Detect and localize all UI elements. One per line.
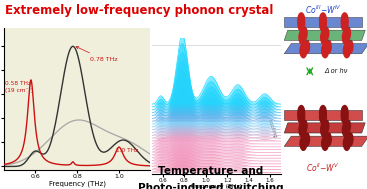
Circle shape xyxy=(322,136,328,150)
Polygon shape xyxy=(284,123,365,133)
Circle shape xyxy=(342,30,349,44)
Circle shape xyxy=(324,40,331,54)
Polygon shape xyxy=(284,17,362,27)
Circle shape xyxy=(298,13,305,27)
Circle shape xyxy=(300,26,307,40)
Polygon shape xyxy=(284,44,367,54)
Circle shape xyxy=(322,44,328,58)
Circle shape xyxy=(321,30,327,44)
Circle shape xyxy=(303,132,309,146)
Text: 1.0 THz: 1.0 THz xyxy=(116,148,138,153)
Circle shape xyxy=(342,123,349,137)
Text: 0.58 THz
(19 cm⁻¹): 0.58 THz (19 cm⁻¹) xyxy=(5,81,33,93)
Circle shape xyxy=(341,110,348,124)
Text: Temperature- and: Temperature- and xyxy=(159,166,264,176)
Text: Extremely low-frequency phonon crystal: Extremely low-frequency phonon crystal xyxy=(5,4,274,17)
Circle shape xyxy=(322,26,329,40)
Circle shape xyxy=(299,123,306,137)
Text: cooling: cooling xyxy=(267,118,277,139)
Text: Photo-induced switching: Photo-induced switching xyxy=(138,183,284,189)
Circle shape xyxy=(322,119,329,133)
Text: Co$^{\mathregular{II}}$$-$W$^{\mathregular{V}}$: Co$^{\mathregular{II}}$$-$W$^{\mathregul… xyxy=(306,162,340,174)
Circle shape xyxy=(346,40,353,54)
Circle shape xyxy=(303,40,309,54)
Polygon shape xyxy=(284,30,365,40)
Circle shape xyxy=(300,119,307,133)
Polygon shape xyxy=(284,109,362,120)
Circle shape xyxy=(320,110,326,124)
Circle shape xyxy=(321,123,327,137)
Circle shape xyxy=(324,132,331,146)
Circle shape xyxy=(298,105,305,120)
Circle shape xyxy=(344,26,350,40)
Circle shape xyxy=(300,136,307,150)
Circle shape xyxy=(320,13,326,27)
Circle shape xyxy=(341,105,348,120)
Circle shape xyxy=(344,119,350,133)
Circle shape xyxy=(344,136,350,150)
Circle shape xyxy=(341,17,348,31)
Circle shape xyxy=(344,44,350,58)
Text: Co$^{\mathregular{III}}$$-$W$^{\mathregular{IV}}$: Co$^{\mathregular{III}}$$-$W$^{\mathregu… xyxy=(305,4,341,16)
Circle shape xyxy=(320,105,326,120)
Circle shape xyxy=(299,30,306,44)
Circle shape xyxy=(298,110,305,124)
Circle shape xyxy=(346,132,353,146)
X-axis label: Frequency (THz): Frequency (THz) xyxy=(191,184,242,189)
Circle shape xyxy=(298,17,305,31)
Polygon shape xyxy=(284,136,367,146)
Circle shape xyxy=(341,13,348,27)
Text: 0.78 THz: 0.78 THz xyxy=(76,46,117,62)
Circle shape xyxy=(300,44,307,58)
X-axis label: Frequency (THz): Frequency (THz) xyxy=(48,181,106,187)
Text: Δ or hν: Δ or hν xyxy=(325,68,348,74)
Circle shape xyxy=(320,17,326,31)
